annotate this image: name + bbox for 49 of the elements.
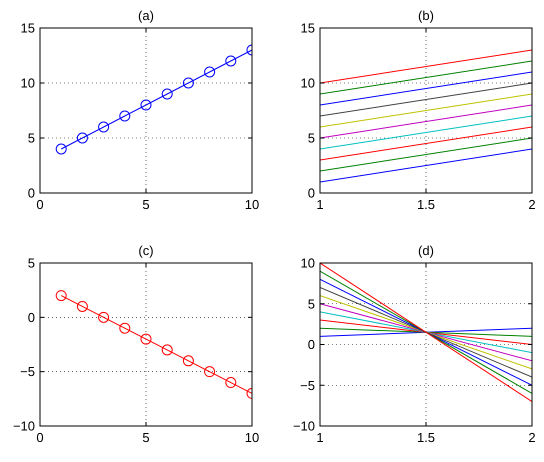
y-tick-label: 5 bbox=[28, 130, 35, 146]
point bbox=[76, 132, 88, 144]
chart-title: (c) bbox=[138, 243, 154, 258]
y-tick-label: 0 bbox=[28, 310, 35, 325]
point bbox=[98, 312, 110, 323]
chart-title: (b) bbox=[418, 8, 434, 23]
x-tick-label: 5 bbox=[142, 197, 150, 212]
chart-title: (d) bbox=[418, 243, 434, 258]
y-tick-label: −5 bbox=[300, 378, 315, 393]
point bbox=[140, 334, 152, 345]
point bbox=[56, 290, 67, 302]
x-tick-label: 2 bbox=[528, 197, 536, 212]
point bbox=[76, 300, 88, 312]
point bbox=[182, 78, 194, 88]
y-tick-label: 10 bbox=[20, 76, 35, 91]
y-tick-label: −10 bbox=[292, 418, 315, 434]
point bbox=[119, 322, 130, 334]
point bbox=[162, 88, 173, 100]
x-tick-label: 5 bbox=[142, 430, 150, 445]
y-tick-label: 0 bbox=[308, 337, 315, 352]
point bbox=[56, 144, 67, 154]
chart-title: (a) bbox=[138, 8, 154, 23]
x-tick-label: 2 bbox=[528, 430, 536, 445]
y-tick-label: 5 bbox=[308, 130, 315, 146]
x-tick-label: 1.5 bbox=[416, 197, 436, 212]
x-tick-label: 10 bbox=[244, 430, 260, 445]
y-tick-label: −10 bbox=[12, 418, 35, 434]
y-tick-label: 10 bbox=[300, 256, 315, 271]
point bbox=[225, 56, 236, 66]
y-tick-label: −5 bbox=[20, 364, 35, 380]
point bbox=[98, 122, 110, 132]
point bbox=[162, 344, 173, 356]
y-tick-label: 15 bbox=[300, 20, 315, 36]
x-tick-label: 1.5 bbox=[416, 430, 436, 445]
y-tick-label: 5 bbox=[308, 296, 315, 312]
y-tick-label: 15 bbox=[20, 20, 35, 36]
y-tick-label: 0 bbox=[308, 186, 315, 201]
y-tick-label: 10 bbox=[300, 76, 315, 91]
point bbox=[204, 66, 216, 78]
point bbox=[119, 110, 130, 122]
point bbox=[225, 377, 236, 388]
point bbox=[204, 366, 216, 378]
x-tick-label: 10 bbox=[244, 197, 260, 212]
y-tick-label: 0 bbox=[28, 186, 35, 201]
y-tick-label: 5 bbox=[28, 256, 35, 271]
x-tick-label: 1 bbox=[316, 197, 324, 212]
point bbox=[140, 100, 152, 110]
x-tick-label: 1 bbox=[316, 430, 324, 445]
point bbox=[182, 355, 194, 366]
